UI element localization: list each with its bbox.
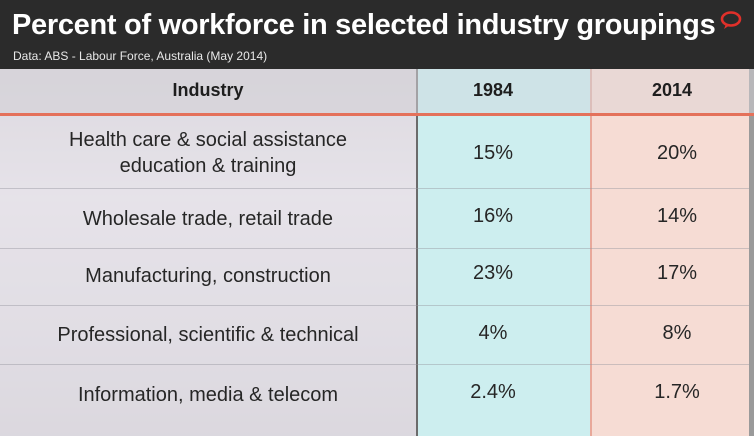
speech-bubble-logo-icon xyxy=(720,11,742,29)
column-header-industry: Industry xyxy=(172,80,244,100)
column-header-1984: 1984 xyxy=(472,80,514,100)
header-accent-line xyxy=(0,113,754,116)
row-separator xyxy=(0,305,749,306)
value-2014-cell: 17% xyxy=(656,262,698,284)
industry-cell: education & training xyxy=(119,155,297,177)
header-row-1984-tint xyxy=(418,69,590,113)
column-header-2014: 2014 xyxy=(651,80,693,100)
value-2014-cell: 14% xyxy=(656,205,698,227)
column-1984-background xyxy=(416,69,592,436)
industry-cell: Health care & social assistance xyxy=(69,129,347,151)
value-2014-cell: 8% xyxy=(662,322,692,344)
value-1984-cell: 4% xyxy=(478,322,508,344)
value-2014-cell: 20% xyxy=(656,142,698,164)
value-1984-cell: 2.4% xyxy=(470,381,516,403)
column-2014-background xyxy=(590,69,754,436)
industry-column-background xyxy=(0,69,416,436)
row-separator xyxy=(0,364,749,365)
industry-cell: Wholesale trade, retail trade xyxy=(82,208,334,230)
chart-subtitle: Data: ABS - Labour Force, Australia (May… xyxy=(13,49,268,63)
industry-cell: Manufacturing, construction xyxy=(85,265,331,287)
header-row-background xyxy=(0,69,754,113)
table-right-edge xyxy=(749,69,754,436)
industry-cell: Professional, scientific & technical xyxy=(57,324,359,346)
row-separator xyxy=(0,188,749,189)
chart-header: Percent of workforce in selected industr… xyxy=(0,0,754,69)
header-row-2014-tint xyxy=(592,69,749,113)
row-separator xyxy=(0,248,749,249)
value-1984-cell: 16% xyxy=(472,205,514,227)
value-1984-cell: 23% xyxy=(472,262,514,284)
value-2014-cell: 1.7% xyxy=(654,381,700,403)
value-1984-cell: 15% xyxy=(472,142,514,164)
chart-title: Percent of workforce in selected industr… xyxy=(12,9,716,41)
industry-cell: Information, media & telecom xyxy=(77,384,339,406)
